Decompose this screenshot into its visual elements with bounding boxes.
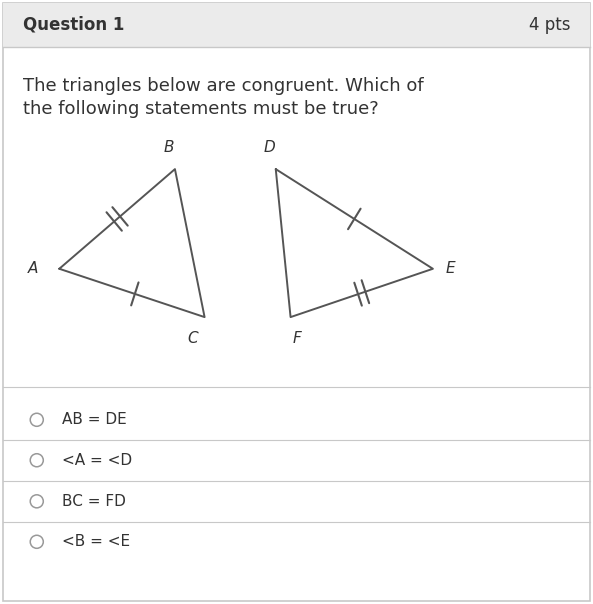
- FancyBboxPatch shape: [3, 3, 590, 47]
- Text: <A = <D: <A = <D: [62, 453, 132, 467]
- Text: C: C: [187, 331, 198, 345]
- Text: BC = FD: BC = FD: [62, 494, 126, 509]
- Text: The triangles below are congruent. Which of: The triangles below are congruent. Which…: [23, 77, 423, 95]
- FancyBboxPatch shape: [3, 3, 590, 601]
- Text: D: D: [264, 141, 276, 155]
- Text: the following statements must be true?: the following statements must be true?: [23, 100, 378, 118]
- Text: E: E: [446, 262, 455, 276]
- Text: A: A: [27, 262, 38, 276]
- Text: Question 1: Question 1: [23, 16, 124, 34]
- Text: B: B: [164, 141, 174, 155]
- Text: AB = DE: AB = DE: [62, 413, 127, 427]
- Text: 4 pts: 4 pts: [529, 16, 570, 34]
- Text: F: F: [292, 331, 301, 345]
- Text: <B = <E: <B = <E: [62, 535, 130, 549]
